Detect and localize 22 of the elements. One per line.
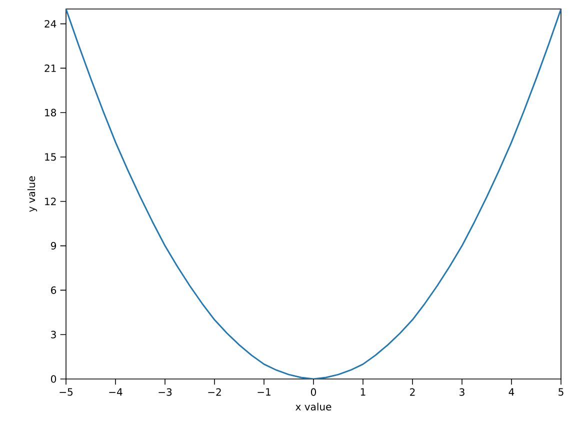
x-tick-label: −4	[109, 388, 122, 396]
x-tick-label: −2	[208, 388, 221, 396]
y-tick-label: 9	[50, 242, 56, 250]
y-tick-label: 21	[44, 64, 56, 72]
x-tick-label: −1	[258, 388, 270, 396]
x-tick-label: −5	[60, 388, 72, 396]
y-tick-label: 24	[44, 20, 56, 28]
x-tick-label: 4	[508, 388, 514, 396]
x-tick-label: 5	[558, 388, 564, 396]
x-tick-label: 0	[310, 388, 316, 396]
y-tick-label: 6	[51, 286, 56, 294]
y-tick-label: 3	[51, 330, 56, 338]
y-tick-label: 12	[45, 198, 56, 206]
x-tick-label: 2	[410, 388, 415, 396]
y-tick-label: 0	[51, 375, 56, 383]
y-tick-label: 15	[45, 153, 56, 161]
y-axis-title: y value	[27, 176, 38, 212]
x-tick-label: −3	[158, 388, 172, 396]
x-tick-label: 3	[460, 388, 464, 396]
x-axis-title: x value	[296, 402, 332, 411]
y-tick-label: 18	[45, 108, 56, 116]
x-tick-label: 1	[360, 388, 366, 396]
